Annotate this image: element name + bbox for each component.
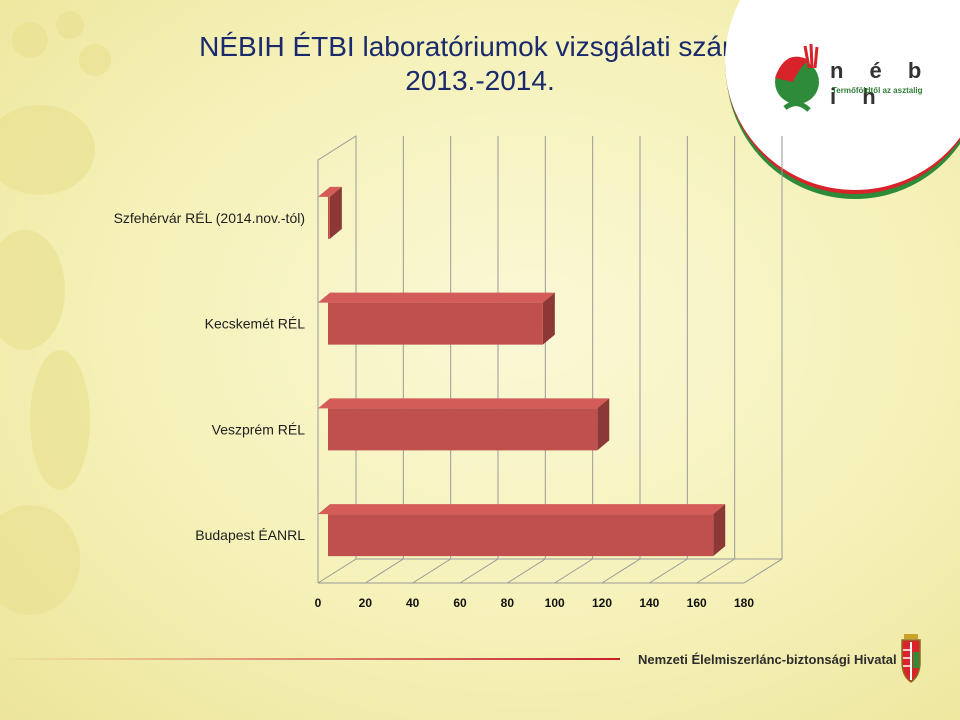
tick-label: 60 (453, 596, 467, 610)
slide-title: NÉBIH ÉTBI laboratóriumok vizsgálati szá… (170, 30, 790, 98)
bar-front (328, 514, 714, 557)
bar-front (328, 408, 598, 451)
category-label: Veszprém RÉL (212, 421, 306, 437)
bar-side (713, 504, 726, 557)
bar (318, 186, 342, 239)
title-line-2: 2013.-2014. (405, 65, 555, 96)
gridline (365, 136, 404, 584)
footer-divider (0, 658, 620, 660)
tick-label: 100 (545, 596, 565, 610)
bar-side (329, 186, 342, 239)
gridline (601, 136, 641, 584)
nebih-emblem-icon (775, 43, 819, 112)
category-label: Kecskemét RÉL (205, 316, 306, 332)
tick-label: 160 (687, 596, 707, 610)
category-label: Szfehérvár RÉL (2014.nov.-tól) (114, 210, 305, 226)
tick-label: 0 (315, 596, 322, 610)
gridline (743, 136, 783, 584)
gridline (649, 136, 688, 584)
bar-top (318, 186, 342, 197)
gridline (412, 136, 452, 584)
bar-side (542, 292, 555, 345)
bar-front (328, 302, 543, 345)
bar-front (328, 196, 330, 239)
bar (318, 398, 610, 451)
title-line-1: NÉBIH ÉTBI laboratóriumok vizsgálati szá… (199, 31, 761, 62)
tick-label: 20 (359, 596, 373, 610)
bar-top (318, 398, 610, 409)
bar-side (597, 398, 610, 451)
gridline (507, 136, 546, 584)
bar (318, 504, 726, 557)
tick-label: 80 (501, 596, 515, 610)
folk-art-decoration (0, 11, 111, 615)
tick-label: 40 (406, 596, 420, 610)
gridline (696, 136, 736, 584)
gridline (554, 136, 594, 584)
footer-org-name: Nemzeti Élelmiszerlánc-biztonsági Hivata… (638, 652, 897, 667)
logo-tagline: Termőföldtől az asztalig (832, 86, 923, 95)
coat-of-arms-icon (901, 634, 921, 683)
tick-label: 180 (734, 596, 754, 610)
bar (318, 292, 555, 345)
bar-top (318, 292, 555, 303)
gridline (459, 136, 499, 584)
tick-label: 120 (592, 596, 612, 610)
bar-top (318, 504, 726, 515)
category-label: Budapest ÉANRL (195, 527, 305, 543)
gridline (317, 136, 357, 584)
tick-label: 140 (639, 596, 659, 610)
logo-name: n é b i h (830, 58, 932, 109)
